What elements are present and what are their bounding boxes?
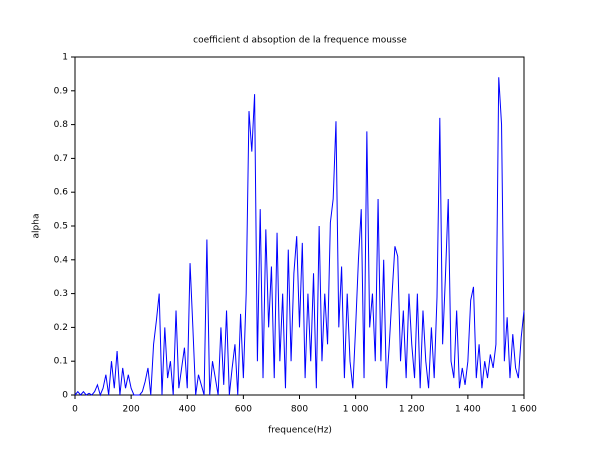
y-tick-label: 0.8 [54, 120, 69, 130]
y-tick-label: 0.1 [54, 357, 68, 367]
x-tick-label: 400 [179, 405, 196, 415]
chart-title: coefficient d absoption de la frequence … [193, 36, 407, 46]
x-tick-label: 1 400 [455, 405, 481, 415]
x-tick-label: 1 600 [511, 405, 537, 415]
y-tick-label: 0.6 [54, 188, 69, 198]
y-tick-label: 1 [62, 53, 68, 63]
x-tick-label: 600 [235, 405, 252, 415]
x-tick-label: 200 [123, 405, 140, 415]
x-tick-label: 800 [291, 405, 308, 415]
x-tick-label: 1 200 [399, 405, 425, 415]
x-tick-label: 1 000 [343, 405, 369, 415]
y-tick-label: 0.9 [54, 86, 69, 96]
y-tick-label: 0.7 [54, 154, 68, 164]
y-tick-label: 0.3 [54, 289, 68, 299]
y-tick-label: 0.2 [54, 323, 68, 333]
y-tick-label: 0.5 [54, 222, 68, 232]
y-tick-label: 0 [62, 391, 68, 401]
y-tick-label: 0.4 [54, 255, 69, 265]
plot-frame [74, 56, 525, 396]
data-line [74, 77, 525, 397]
y-axis-label: alpha [32, 214, 42, 239]
x-tick-label: 0 [72, 405, 78, 415]
x-axis-label: frequence(Hz) [268, 426, 332, 436]
